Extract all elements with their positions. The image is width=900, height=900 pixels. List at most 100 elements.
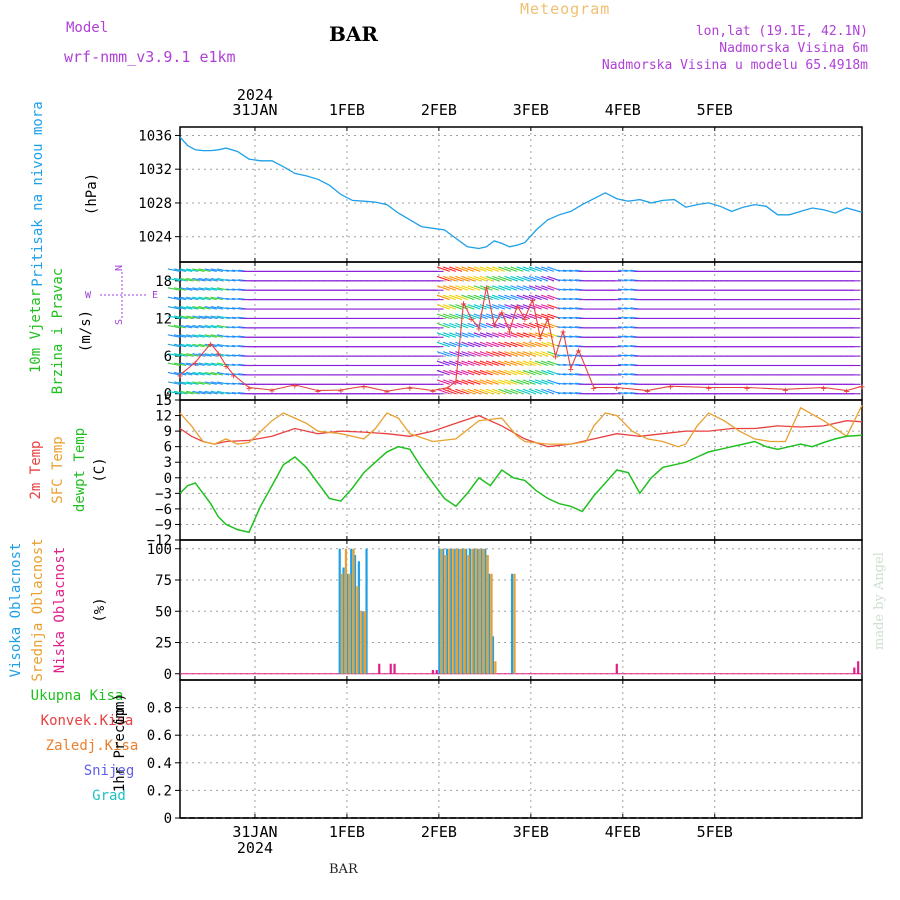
wind-speed-marker: + (292, 381, 298, 392)
wind-barb (498, 275, 512, 282)
cloud-bar (393, 663, 396, 674)
wind-barb (534, 341, 549, 348)
cloud-bar (453, 548, 456, 674)
wind-barb (510, 360, 524, 367)
pressure-ylabel: Pritisak na nivou mora (30, 101, 46, 286)
wind-barb (467, 360, 481, 367)
wind-barb (186, 315, 199, 319)
cloud-bar (378, 663, 381, 674)
wind-barb (180, 277, 193, 282)
wind-speed-marker: + (859, 382, 865, 393)
wind-speed-marker: + (192, 358, 198, 369)
precip-legend-item: Snijeg (84, 763, 135, 779)
y-tick-label: 0 (164, 811, 172, 827)
wind-speed-marker: + (491, 321, 497, 332)
wind-barb (624, 279, 634, 282)
wind-barb (449, 322, 463, 329)
x-year-label-bottom: 2024 (237, 839, 273, 857)
wind-barb (173, 277, 187, 282)
wind-barb (479, 388, 493, 395)
wind-speed-marker: + (223, 362, 229, 373)
model-name: wrf-nmm_v3.9.1 e1km (64, 48, 236, 66)
wind-barb (210, 343, 224, 348)
wind-barb (569, 363, 579, 367)
wind-barb (231, 382, 242, 385)
wind-barb (455, 388, 469, 395)
wind-barb (231, 288, 242, 291)
wind-barb (231, 335, 242, 338)
wind-barb (210, 287, 224, 291)
wind-barb (624, 363, 634, 367)
wind-ylabel-1: 10m Vjetar (28, 289, 44, 373)
wind-unit: (m/s) (78, 310, 94, 352)
wind-barb (541, 360, 555, 367)
temp-ylabel-dewpt: dewpt Temp (72, 428, 88, 512)
wind-barb (461, 360, 475, 367)
wind-barb (180, 315, 193, 319)
wind-barb (436, 304, 450, 310)
wind-barb (455, 369, 469, 376)
wind-barb (618, 354, 628, 357)
wind-barb (216, 268, 230, 272)
wind-barb (522, 285, 536, 291)
wind-barb (624, 391, 634, 395)
wind-barb (528, 266, 542, 272)
x-tick-label-bottom: 5FEB (697, 823, 733, 841)
wind-barb (436, 322, 450, 329)
wind-speed-marker: + (453, 377, 459, 388)
dewpoint-line (179, 434, 863, 534)
wind-barb (192, 353, 205, 357)
wind-barb (210, 277, 224, 282)
wind-barb (541, 388, 555, 395)
wind-barb (534, 294, 549, 301)
wind-barb (467, 275, 481, 282)
wind-barb (516, 285, 530, 291)
wind-barb (522, 313, 536, 319)
wind-barb (618, 288, 628, 291)
wind-barb (516, 369, 530, 376)
wind-barb (618, 335, 628, 338)
wind-speed-marker: + (644, 387, 650, 398)
wind-barb (461, 379, 475, 385)
wind-barb (541, 285, 555, 291)
wind-barb (485, 341, 499, 348)
wind-barb (186, 306, 199, 310)
wind-barb (449, 360, 463, 367)
wind-barb (167, 268, 181, 272)
wind-barb (180, 343, 193, 348)
wind-barb (173, 324, 187, 329)
wind-speed-marker: + (269, 386, 275, 397)
wind-barb (204, 362, 217, 367)
wind-barb (449, 266, 463, 272)
cloud-bar (338, 548, 341, 674)
y-tick-label: 12 (155, 409, 172, 425)
wind-barb (562, 269, 573, 272)
cloud-bar (360, 611, 363, 674)
wind-barb (198, 324, 211, 329)
wind-barb (204, 334, 217, 338)
wind-barb (562, 363, 573, 367)
cloud-bar (442, 548, 445, 674)
wind-barb (192, 268, 205, 272)
cloud-bar (431, 670, 434, 674)
wind-barb (192, 371, 205, 376)
wind-barb (498, 304, 512, 310)
y-tick-label: −12 (147, 533, 172, 549)
wind-barb (618, 373, 628, 376)
cloud-bar (346, 573, 349, 674)
y-tick-label: 0.6 (147, 728, 172, 744)
wind-speed-marker: + (552, 352, 558, 363)
wind-barb (180, 381, 193, 385)
wind-barb (485, 332, 499, 338)
wind-barb (210, 371, 224, 376)
y-tick-label: 9 (164, 424, 172, 440)
precip-legend-item: Grad (92, 788, 126, 804)
y-tick-label: 1024 (138, 230, 172, 246)
cloud-bar (490, 573, 493, 674)
wind-speed-marker: + (430, 387, 436, 398)
cloud-bar (478, 548, 482, 674)
x-tick-label-top: 31JAN (232, 101, 277, 119)
wind-barb (556, 382, 567, 385)
wind-barb (491, 351, 506, 357)
wind-barb (455, 294, 469, 301)
